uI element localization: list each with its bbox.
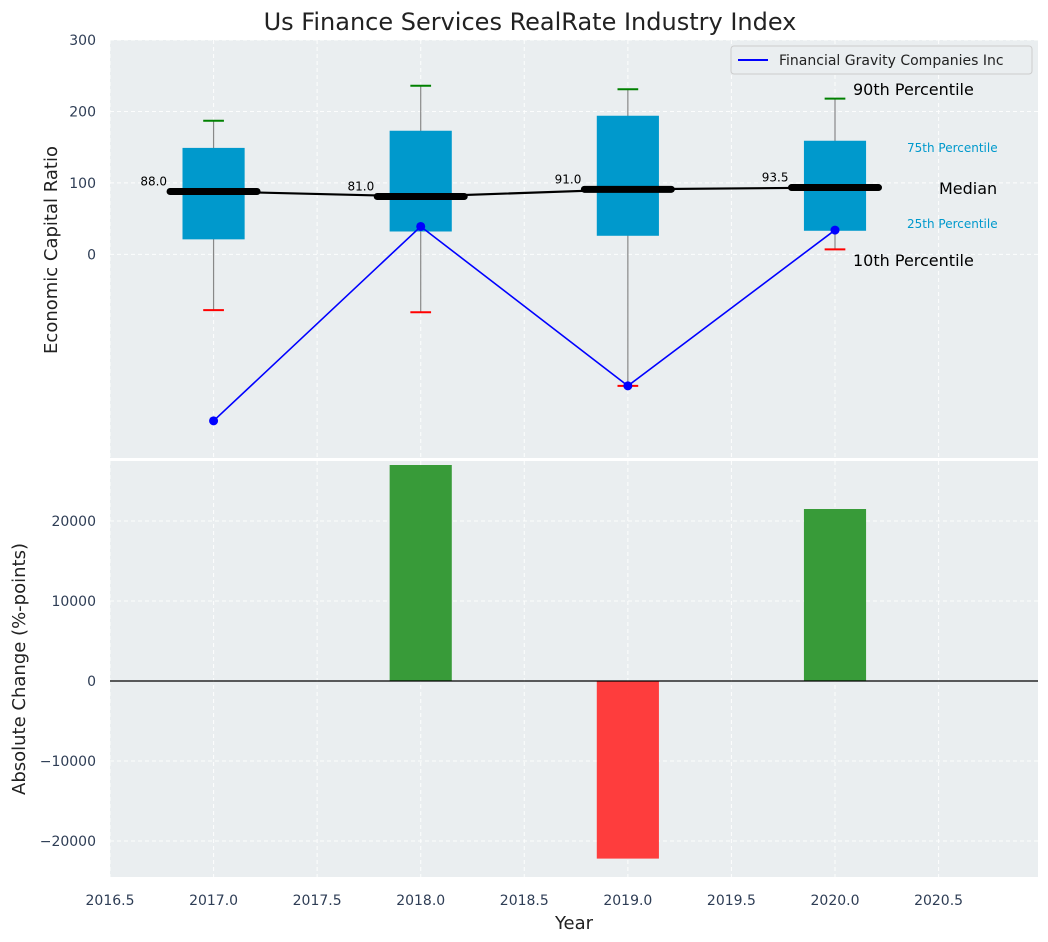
x-tick-label: 2018.5 xyxy=(500,893,549,909)
median-trend-line xyxy=(213,186,836,198)
legend-box xyxy=(730,45,1033,75)
box-group-2018: 81.0 xyxy=(347,84,468,314)
bottom-y-axis-label: Absolute Change (%-points) xyxy=(9,543,30,795)
annotation-median: Median xyxy=(939,179,997,198)
bottom-y-tick-label: 0 xyxy=(87,674,96,690)
annotation-90th-percentile: 90th Percentile xyxy=(853,80,974,99)
top-y-tick-label: 200 xyxy=(69,104,96,120)
median-value-label: 93.5 xyxy=(762,171,789,185)
top-y-tick-label: 0 xyxy=(87,247,96,263)
bottom-plot-area xyxy=(110,461,1038,877)
company-point xyxy=(209,416,219,426)
percentile-annotations: 90th Percentile 75th Percentile Median 2… xyxy=(853,80,998,270)
top-plot-area xyxy=(110,40,1038,458)
iqr-box xyxy=(389,130,452,232)
median-value-label: 88.0 xyxy=(140,174,167,188)
negative-change-bar xyxy=(596,681,659,859)
median-value-label: 81.0 xyxy=(347,179,374,193)
x-tick-label: 2017.5 xyxy=(293,893,342,909)
positive-change-bar xyxy=(803,509,867,681)
x-tick-label: 2017.0 xyxy=(189,893,238,909)
iqr-box xyxy=(596,115,659,236)
annotation-10th-percentile: 10th Percentile xyxy=(853,251,974,270)
x-axis-label: Year xyxy=(554,913,594,934)
company-series-line xyxy=(213,225,836,422)
x-tick-label: 2020.5 xyxy=(914,893,963,909)
bottom-y-tick-label: 20000 xyxy=(51,514,96,530)
top-y-tick-label: 100 xyxy=(69,176,96,192)
legend: Financial Gravity Companies Inc xyxy=(730,45,1033,75)
company-point xyxy=(623,381,633,391)
x-tick-label: 2016.5 xyxy=(86,893,135,909)
x-tick-label: 2018.0 xyxy=(396,893,445,909)
annotation-75th-percentile: 75th Percentile xyxy=(907,141,998,155)
company-point xyxy=(416,221,426,231)
legend-entry-company: Financial Gravity Companies Inc xyxy=(779,53,1004,69)
positive-change-bar xyxy=(389,465,452,681)
x-tick-label: 2019.0 xyxy=(603,893,652,909)
box-group-2017: 88.0 xyxy=(140,119,261,312)
company-point xyxy=(830,225,840,235)
top-y-axis-label: Economic Capital Ratio xyxy=(41,146,62,354)
median-value-label: 91.0 xyxy=(555,172,582,186)
bottom-y-tick-label: 10000 xyxy=(51,594,96,610)
box-group-2019: 91.0 xyxy=(555,88,675,387)
chart-title: Us Finance Services RealRate Industry In… xyxy=(264,8,797,36)
annotation-25th-percentile: 25th Percentile xyxy=(907,217,998,231)
bottom-y-tick-label: −20000 xyxy=(40,834,96,850)
x-tick-label: 2019.5 xyxy=(707,893,756,909)
bottom-y-tick-label: −10000 xyxy=(40,754,96,770)
top-y-tick-label: 300 xyxy=(69,33,96,49)
top-panel: 0 100 200 300 88.0 81.0 91.0 93.5 xyxy=(69,33,1038,458)
x-tick-label: 2020.0 xyxy=(811,893,860,909)
bottom-panel: 2016.5 2017.0 2017.5 2018.0 2018.5 2019.0 2019… xyxy=(40,461,1038,909)
